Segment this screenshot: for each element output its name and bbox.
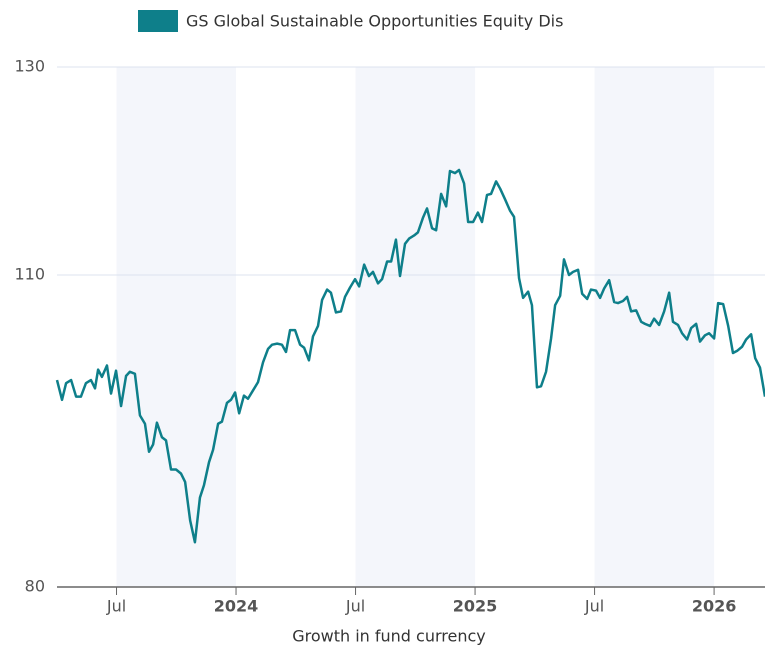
x-tick-label: 2026 xyxy=(692,597,737,616)
series-line xyxy=(55,168,765,544)
x-tick-label: Jul xyxy=(345,597,365,616)
x-tick-label: 2025 xyxy=(453,597,498,616)
band xyxy=(116,67,237,587)
x-tick-label: Jul xyxy=(584,597,604,616)
band xyxy=(355,67,476,587)
legend-label: GS Global Sustainable Opportunities Equi… xyxy=(186,12,563,31)
grid xyxy=(57,66,765,588)
x-axis-title: Growth in fund currency xyxy=(292,627,486,646)
x-tick-label: Jul xyxy=(106,597,126,616)
x-tick-label: 2024 xyxy=(214,597,259,616)
y-tick-label: 80 xyxy=(25,577,45,596)
legend-swatch xyxy=(138,10,178,32)
bands xyxy=(116,67,715,587)
y-tick-label: 130 xyxy=(14,57,45,76)
y-tick-label: 110 xyxy=(14,265,45,284)
